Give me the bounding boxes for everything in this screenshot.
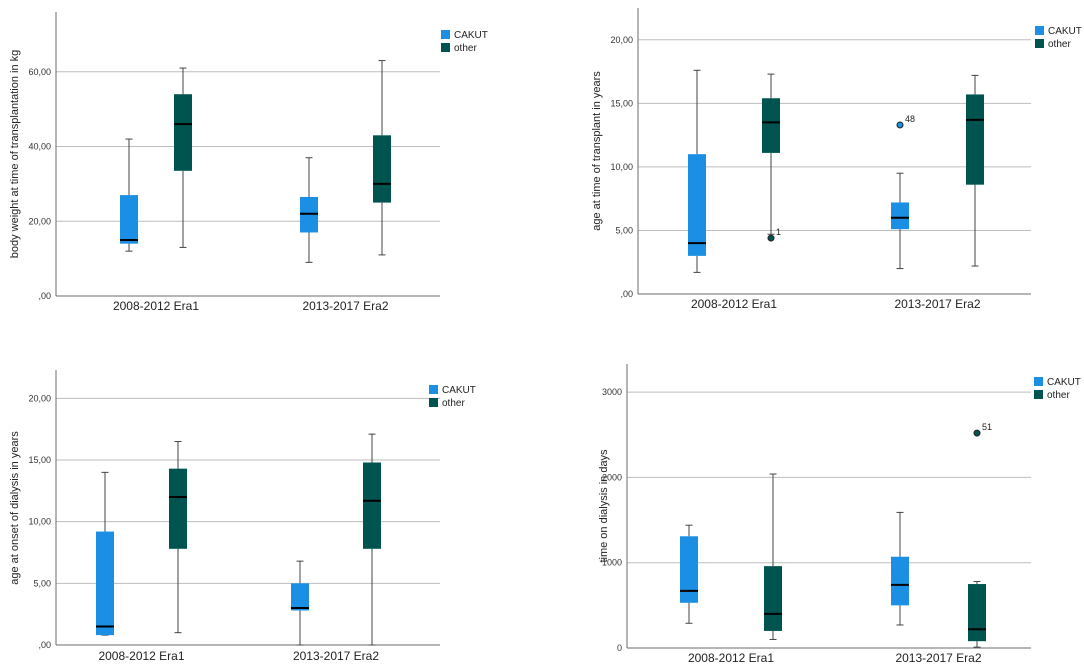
legend-swatch bbox=[441, 30, 450, 39]
box-iqr bbox=[174, 94, 192, 171]
x-category-label: 2013-2017 Era2 bbox=[302, 299, 388, 313]
y-tick-label: 3000 bbox=[602, 387, 622, 397]
legend-swatch bbox=[429, 398, 438, 407]
legend-swatch bbox=[1035, 26, 1044, 35]
box-other-2 bbox=[968, 580, 986, 648]
box-iqr bbox=[680, 536, 698, 603]
legend-label: CAKUT bbox=[442, 385, 476, 396]
legend-label: CAKUT bbox=[454, 30, 488, 41]
y-tick-label: 1000 bbox=[602, 558, 622, 568]
box-other-2 bbox=[363, 433, 381, 646]
legend-label: CAKUT bbox=[1047, 377, 1081, 388]
chart-panel-4: 0 1000 2000 3000 time on dialysis in days 200… bbox=[598, 364, 1081, 665]
legend-label: other bbox=[1047, 390, 1070, 401]
box-other-1 bbox=[762, 73, 780, 235]
chart-panel-1: ,00 20,00 40,00 60,00 body weight at time of… bbox=[9, 12, 488, 313]
y-tick-label: 40,00 bbox=[28, 142, 51, 152]
box-iqr bbox=[373, 135, 391, 203]
y-tick-label: 10,00 bbox=[610, 162, 633, 172]
chart-panel-2: ,00 5,00 10,00 15,00 20,00 age at time of tra… bbox=[591, 8, 1082, 311]
box-other-1 bbox=[174, 67, 192, 248]
y-tick-label: ,00 bbox=[38, 640, 51, 650]
legend-swatch bbox=[1035, 39, 1044, 48]
box-iqr bbox=[968, 584, 986, 642]
y-axis-label: age at time of transplant in years bbox=[591, 71, 603, 231]
x-category-label: 2008-2012 Era1 bbox=[688, 651, 774, 665]
y-tick-label: 15,00 bbox=[28, 455, 51, 465]
y-tick-label: 20,00 bbox=[28, 393, 51, 403]
legend-label: other bbox=[442, 398, 465, 409]
outlier-point bbox=[973, 429, 981, 437]
box-cakut-2 bbox=[291, 560, 309, 646]
y-tick-label: ,00 bbox=[38, 291, 51, 301]
box-cakut-1 bbox=[688, 69, 706, 273]
box-other-2 bbox=[373, 60, 391, 256]
y-axis-label: time on dialysis in days bbox=[598, 449, 610, 563]
x-category-label: 2013-2017 Era2 bbox=[895, 651, 981, 665]
legend-label: other bbox=[454, 43, 477, 54]
y-tick-label: 10,00 bbox=[28, 517, 51, 527]
outlier-label: 48 bbox=[905, 114, 915, 124]
legend-swatch bbox=[1034, 377, 1043, 386]
y-tick-label: 20,00 bbox=[610, 35, 633, 45]
y-tick-label: 2000 bbox=[602, 472, 622, 482]
x-category-label: 2008-2012 Era1 bbox=[113, 299, 199, 313]
box-other-1 bbox=[764, 473, 782, 640]
outlier-point bbox=[767, 234, 775, 242]
y-axis-label: age at onset of dialysis in years bbox=[9, 431, 21, 585]
y-tick-label: 5,00 bbox=[33, 578, 51, 588]
box-other-2 bbox=[966, 74, 984, 267]
box-cakut-1 bbox=[120, 138, 138, 252]
box-iqr bbox=[169, 468, 187, 549]
outlier-point bbox=[896, 121, 904, 129]
x-category-label: 2008-2012 Era1 bbox=[98, 649, 184, 663]
y-tick-label: 0 bbox=[617, 643, 622, 653]
outlier-label: 1 bbox=[776, 227, 781, 237]
chart-panel-3: ,00 5,00 10,00 15,00 20,00 age at onset of di… bbox=[9, 370, 476, 663]
box-cakut-1 bbox=[96, 471, 114, 636]
box-iqr bbox=[291, 583, 309, 611]
box-iqr bbox=[363, 462, 381, 549]
box-iqr bbox=[764, 566, 782, 631]
y-tick-label: ,00 bbox=[620, 289, 633, 299]
y-axis-label: body weight at time of transplantation i… bbox=[9, 50, 21, 259]
legend-swatch bbox=[429, 385, 438, 394]
box-cakut-2 bbox=[300, 157, 318, 263]
box-iqr bbox=[762, 98, 780, 153]
box-iqr bbox=[891, 202, 909, 230]
x-category-label: 2008-2012 Era1 bbox=[691, 297, 777, 311]
box-cakut-2 bbox=[891, 511, 909, 626]
box-iqr bbox=[966, 94, 984, 185]
box-other-1 bbox=[169, 441, 187, 634]
legend-label: other bbox=[1048, 39, 1071, 50]
box-iqr bbox=[688, 154, 706, 256]
box-iqr bbox=[120, 195, 138, 244]
legend-swatch bbox=[1034, 390, 1043, 399]
x-category-label: 2013-2017 Era2 bbox=[894, 297, 980, 311]
legend-swatch bbox=[441, 43, 450, 52]
y-tick-label: 20,00 bbox=[28, 216, 51, 226]
y-tick-label: 5,00 bbox=[615, 225, 633, 235]
y-tick-label: 15,00 bbox=[610, 98, 633, 108]
box-cakut-2 bbox=[891, 172, 909, 270]
outlier-label: 51 bbox=[982, 422, 992, 432]
box-iqr bbox=[96, 531, 114, 636]
box-iqr bbox=[891, 556, 909, 606]
y-tick-label: 60,00 bbox=[28, 67, 51, 77]
x-category-label: 2013-2017 Era2 bbox=[293, 649, 379, 663]
legend-label: CAKUT bbox=[1048, 26, 1082, 37]
box-cakut-1 bbox=[680, 524, 698, 624]
